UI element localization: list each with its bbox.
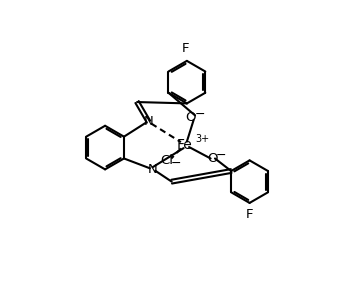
Text: O: O (185, 111, 196, 124)
Text: O: O (207, 152, 218, 165)
Text: 3+: 3+ (196, 134, 210, 144)
Text: −: − (194, 108, 205, 121)
Text: Fe: Fe (176, 138, 192, 152)
Text: F: F (246, 208, 253, 221)
Text: N: N (148, 163, 158, 176)
Text: F: F (182, 42, 189, 55)
Text: −: − (216, 149, 226, 162)
Text: N: N (144, 115, 153, 128)
Text: Cl: Cl (160, 154, 173, 167)
Text: −: − (171, 157, 181, 170)
